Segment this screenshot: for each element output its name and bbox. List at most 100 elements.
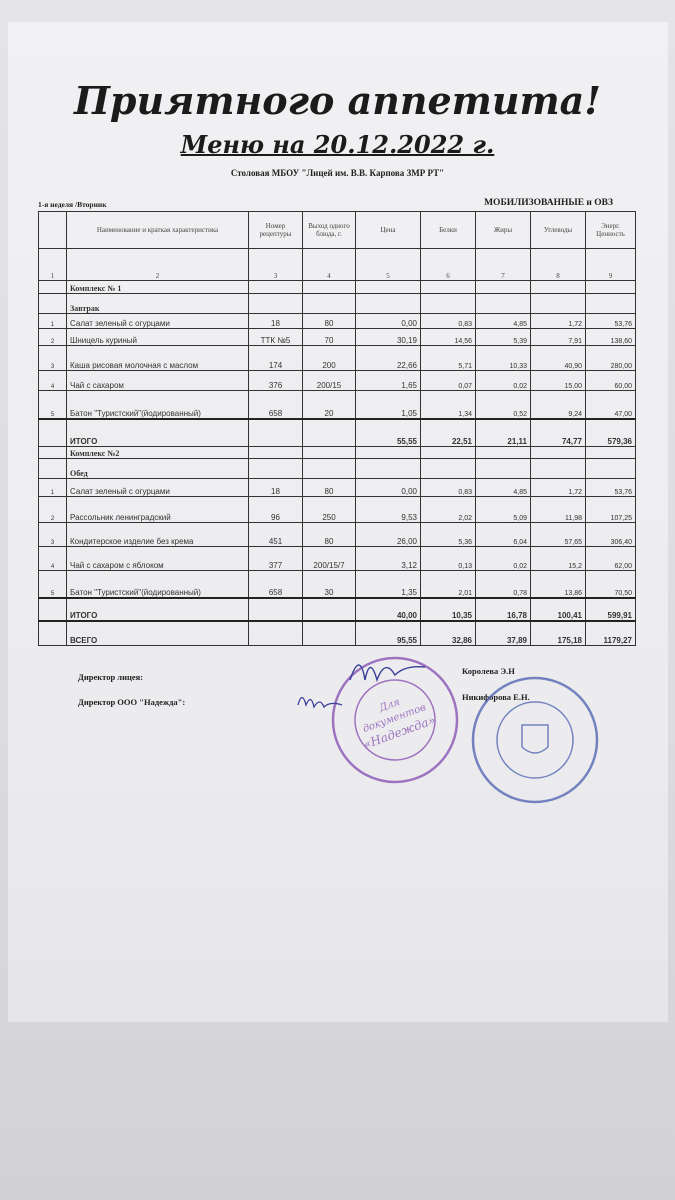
carbohydrates: 9,24 [530, 390, 586, 419]
carbohydrates: 15,00 [530, 370, 586, 391]
fats: 21,11 [475, 417, 531, 447]
empty-cell [248, 446, 303, 459]
portion-weight: 30 [302, 570, 356, 598]
column-number: 8 [530, 248, 586, 281]
portion-weight: 80 [302, 478, 356, 497]
empty-cell [420, 446, 476, 459]
blue-stamp [471, 676, 599, 804]
page-title: Приятного аппетита! [74, 78, 601, 123]
column-number: 2 [66, 248, 249, 281]
proteins: 2,02 [420, 496, 476, 523]
empty-cell [420, 280, 476, 294]
empty-cell [38, 458, 67, 479]
energy-value: 47,00 [585, 390, 636, 419]
fats: 0,02 [475, 546, 531, 571]
price: 26,00 [355, 522, 421, 547]
column-header: Жиры [475, 211, 531, 249]
table-row: 2 Рассольник ленинградский 96 250 9,53 2,02 5,… [38, 496, 636, 523]
proteins: 0,13 [420, 546, 476, 571]
dish-name: Рассольник ленинградский [66, 496, 249, 523]
row-number [38, 417, 67, 447]
energy-value: 53,76 [585, 313, 636, 329]
price: 1,05 [355, 390, 421, 419]
energy-value: 280,00 [585, 345, 636, 371]
carbohydrates: 175,18 [530, 619, 586, 646]
row-number: 5 [38, 570, 67, 598]
empty-cell [302, 293, 356, 314]
total-row: ИТОГО 55,55 22,51 21,11 74,77 579,36 [38, 417, 636, 447]
carbohydrates: 57,65 [530, 522, 586, 547]
table-row: 4 Чай с сахаром с яблоком 377 200/15/7 3,12 0… [38, 546, 636, 571]
proteins: 22,51 [420, 417, 476, 447]
proteins: 2,01 [420, 570, 476, 598]
row-number: 3 [38, 345, 67, 371]
price: 95,55 [355, 619, 421, 646]
row-number: 1 [38, 313, 67, 329]
column-header: Белки [420, 211, 476, 249]
empty-cell [475, 446, 531, 459]
price: 22,66 [355, 345, 421, 371]
empty-cell [248, 293, 303, 314]
table-row: 2 Шницель куриный ТТК №5 70 30,19 14,56 5,39 7,… [38, 328, 636, 346]
section-row: Комплекс №2 [38, 446, 636, 459]
dish-name: Салат зеленый с огурцами [66, 313, 249, 329]
recipe-number: ТТК №5 [248, 328, 303, 346]
proteins: 1,34 [420, 390, 476, 419]
dish-name: ИТОГО [66, 596, 249, 621]
ooo-director-label: Директор ООО "Надежда": [78, 697, 186, 707]
empty-cell [420, 293, 476, 314]
dish-name: Кондитерское изделие без крема [66, 522, 249, 547]
energy-value: 107,25 [585, 496, 636, 523]
price: 3,12 [355, 546, 421, 571]
carbohydrates: 13,86 [530, 570, 586, 598]
price: 9,53 [355, 496, 421, 523]
empty-cell [355, 446, 421, 459]
column-number: 1 [38, 248, 67, 281]
column-header: Наименование и краткая характеристика [66, 211, 249, 249]
ooo-director-signature [297, 696, 343, 709]
row-number: 3 [38, 522, 67, 547]
dish-name: Батон "Туристский"(йодированный) [66, 390, 249, 419]
energy-value: 138,60 [585, 328, 636, 346]
table-row: 5 Батон "Туристский"(йодированный) 658 20 1,… [38, 390, 636, 419]
row-number: 2 [38, 496, 67, 523]
portion-weight: 80 [302, 313, 356, 329]
energy-value: 306,40 [585, 522, 636, 547]
empty-cell [475, 458, 531, 479]
carbohydrates: 11,98 [530, 496, 586, 523]
empty-cell [248, 458, 303, 479]
fats: 0,02 [475, 370, 531, 391]
energy-value: 1179,27 [585, 619, 636, 646]
empty-cell [530, 446, 586, 459]
recipe-number: 658 [248, 570, 303, 598]
price: 1,35 [355, 570, 421, 598]
recipe-number [248, 417, 303, 447]
column-number: 7 [475, 248, 531, 281]
total-row: ВСЕГО 95,55 32,86 37,89 175,18 1179,27 [38, 619, 636, 646]
price: 0,00 [355, 313, 421, 329]
section-title: Обед [66, 458, 249, 479]
empty-cell [585, 293, 636, 314]
empty-cell [302, 280, 356, 294]
empty-cell [475, 280, 531, 294]
price: 0,00 [355, 478, 421, 497]
empty-cell [355, 280, 421, 294]
canteen-name: Столовая МБОУ "Лицей им. В.В. Карпова ЗМ… [230, 168, 445, 178]
recipe-number [248, 619, 303, 646]
empty-cell [248, 280, 303, 294]
empty-cell [530, 458, 586, 479]
table-row: 1 Салат зеленый с огурцами 18 80 0,00 0,83 4,8… [38, 478, 636, 497]
recipe-number [248, 596, 303, 621]
director-signature [349, 664, 426, 683]
row-number: 2 [38, 328, 67, 346]
ooo-director-name: Никифорова Е.Н. [462, 692, 530, 702]
row-number: 5 [38, 390, 67, 419]
dish-name: Чай с сахаром [66, 370, 249, 391]
carbohydrates: 74,77 [530, 417, 586, 447]
empty-cell [38, 446, 67, 459]
column-header [38, 211, 67, 249]
dish-name: Батон "Туристский"(йодированный) [66, 570, 249, 598]
table-row: 4 Чай с сахаром 376 200/15 1,65 0,07 0,02 15,00… [38, 370, 636, 391]
empty-cell [585, 458, 636, 479]
